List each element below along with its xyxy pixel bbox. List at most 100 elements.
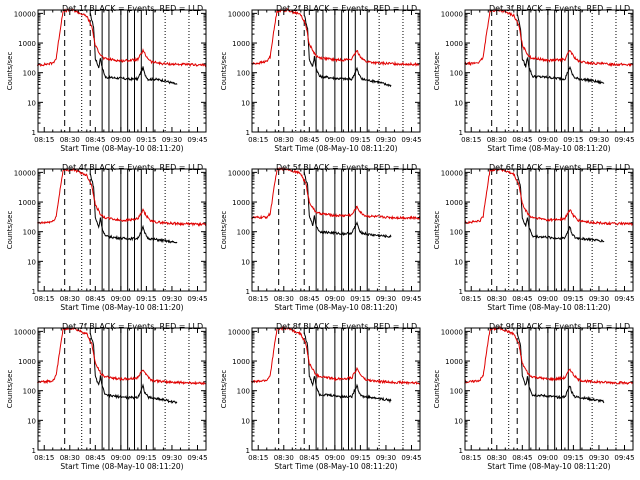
x-axis-label: Start Time (08-May-10 08:11:20) <box>60 462 183 471</box>
x-tick-label: 08:15 <box>34 295 54 303</box>
y-tick-label: 10000 <box>441 169 463 177</box>
y-tick-label: 10000 <box>441 10 463 18</box>
y-axis-label: Counts/sec <box>6 211 14 250</box>
x-axis-label: Start Time (08-May-10 08:11:20) <box>274 144 397 153</box>
y-tick-label: 1000 <box>232 199 250 207</box>
x-axis-label: Start Time (08-May-10 08:11:20) <box>487 462 610 471</box>
x-tick-label: 08:45 <box>85 295 105 303</box>
y-axis-label: Counts/sec <box>220 370 228 409</box>
y-tick-label: 1 <box>32 288 36 296</box>
x-axis-label: Start Time (08-May-10 08:11:20) <box>274 462 397 471</box>
x-tick-label: 08:45 <box>299 295 319 303</box>
x-tick-label: 09:45 <box>187 454 207 462</box>
y-tick-label: 10000 <box>228 10 250 18</box>
y-tick-label: 1000 <box>445 40 463 48</box>
x-tick-label: 08:30 <box>487 454 507 462</box>
x-tick-label: 08:45 <box>85 136 105 144</box>
y-tick-label: 10 <box>27 258 36 266</box>
x-tick-label: 09:15 <box>350 295 370 303</box>
lld-series-line <box>464 168 634 227</box>
y-tick-label: 10000 <box>14 10 36 18</box>
panel-title: Det 3f BLACK = Events, RED = LLD <box>489 4 630 13</box>
x-tick-label: 08:30 <box>274 454 294 462</box>
x-tick-label: 09:15 <box>136 454 156 462</box>
y-tick-label: 10000 <box>228 169 250 177</box>
y-tick-label: 10 <box>454 417 463 425</box>
plot-frame <box>464 9 634 133</box>
panel-title: Det 8f BLACK = Events, RED = LLD <box>276 322 417 331</box>
panel-title: Det 2f BLACK = Events, RED = LLD <box>276 4 417 13</box>
y-tick-label: 1 <box>32 447 36 455</box>
y-axis-label: Counts/sec <box>433 370 441 409</box>
x-tick-label: 08:15 <box>461 136 481 144</box>
x-axis-label: Start Time (08-May-10 08:11:20) <box>487 303 610 312</box>
y-tick-label: 1000 <box>18 199 36 207</box>
x-tick-label: 09:45 <box>401 454 421 462</box>
x-tick-label: 09:15 <box>350 136 370 144</box>
y-tick-label: 10 <box>241 417 250 425</box>
x-tick-label: 09:45 <box>187 136 207 144</box>
x-tick-label: 09:30 <box>589 454 609 462</box>
plot-frame <box>37 168 207 292</box>
x-tick-label: 09:30 <box>589 136 609 144</box>
y-tick-label: 1000 <box>232 40 250 48</box>
x-tick-label: 08:30 <box>60 136 80 144</box>
x-tick-label: 08:45 <box>85 454 105 462</box>
y-tick-label: 10000 <box>14 328 36 336</box>
x-tick-label: 08:15 <box>34 454 54 462</box>
lld-series-line <box>37 167 207 227</box>
plot-frame <box>251 9 421 133</box>
plot-frame <box>464 168 634 292</box>
y-tick-label: 1000 <box>232 358 250 366</box>
y-tick-label: 1 <box>246 129 250 137</box>
panel-title: Det 5f BLACK = Events, RED = LLD <box>276 163 417 172</box>
y-tick-label: 1000 <box>445 199 463 207</box>
y-tick-label: 10000 <box>441 328 463 336</box>
panel-8: 1 10 100 1000 10000 08:15 08:30 08:45 09:00 09:15… <box>220 322 422 471</box>
y-tick-label: 100 <box>237 229 250 237</box>
x-tick-label: 09:30 <box>589 295 609 303</box>
lld-series-line <box>250 326 421 386</box>
y-tick-label: 100 <box>450 70 463 78</box>
x-tick-label: 08:30 <box>60 295 80 303</box>
x-tick-label: 09:45 <box>401 295 421 303</box>
x-tick-label: 08:45 <box>512 454 532 462</box>
x-tick-label: 09:00 <box>325 454 345 462</box>
panel-5: 1 10 100 1000 10000 08:15 08:30 08:45 09:00 09:15… <box>220 163 422 312</box>
x-tick-label: 09:30 <box>376 295 396 303</box>
x-tick-label: 09:30 <box>162 454 182 462</box>
y-tick-label: 10 <box>454 99 463 107</box>
events-series-line <box>516 332 605 404</box>
x-tick-label: 08:30 <box>487 136 507 144</box>
events-series-line <box>516 14 605 85</box>
y-axis-label: Counts/sec <box>220 52 228 91</box>
y-tick-label: 1000 <box>18 40 36 48</box>
plot-frame <box>37 9 207 133</box>
plot-frame <box>37 327 207 451</box>
y-tick-label: 10000 <box>228 328 250 336</box>
panel-title: Det 7f BLACK = Events, RED = LLD <box>62 322 203 331</box>
x-tick-label: 09:00 <box>111 136 131 144</box>
y-tick-label: 10 <box>27 99 36 107</box>
y-tick-label: 1 <box>32 129 36 137</box>
x-tick-label: 08:30 <box>274 136 294 144</box>
x-tick-label: 08:15 <box>34 136 54 144</box>
x-tick-label: 09:00 <box>111 454 131 462</box>
y-tick-label: 1 <box>459 288 463 296</box>
x-tick-label: 08:30 <box>60 454 80 462</box>
y-tick-label: 100 <box>450 229 463 237</box>
events-series-line <box>303 332 392 404</box>
panel-2: 1 10 100 1000 10000 08:15 08:30 08:45 09:00 09:15… <box>220 4 422 153</box>
x-tick-label: 08:15 <box>248 136 268 144</box>
x-tick-label: 09:00 <box>325 136 345 144</box>
plot-frame <box>251 168 421 292</box>
x-tick-label: 08:45 <box>512 136 532 144</box>
x-tick-label: 08:15 <box>248 454 268 462</box>
x-tick-label: 08:30 <box>487 295 507 303</box>
panel-7: 1 10 100 1000 10000 08:15 08:30 08:45 09:00 09:15… <box>6 322 208 471</box>
y-axis-label: Counts/sec <box>433 211 441 250</box>
plot-frame <box>251 327 421 451</box>
y-tick-label: 1 <box>246 447 250 455</box>
y-tick-label: 1 <box>459 447 463 455</box>
events-series-line <box>89 173 178 244</box>
